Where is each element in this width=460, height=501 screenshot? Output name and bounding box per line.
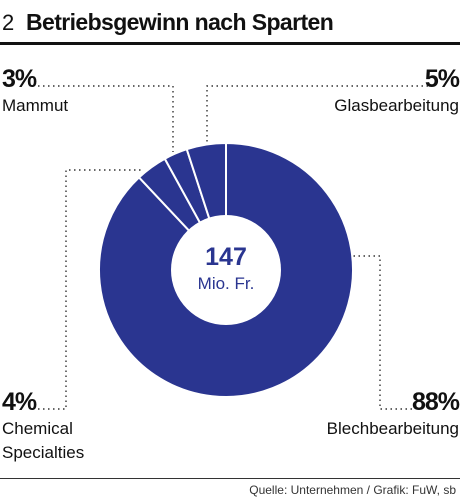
- donut-hole: [171, 215, 281, 325]
- leader-chemical-specialties: [38, 169, 142, 410]
- leader-glasbearbeitung: [206, 85, 428, 144]
- slice-blechbearbeitung: [98, 142, 354, 398]
- pct-glasbearbeitung: 5%: [425, 65, 460, 93]
- label-glasbearbeitung: Glasbearbeitung: [334, 96, 459, 115]
- pct-chemical-specialties: 4%: [2, 388, 37, 416]
- label-mammut: Mammut: [2, 96, 68, 115]
- source-note: Quelle: Unternehmen / Grafik: FuW, sb: [249, 483, 456, 497]
- leader-mammut: [38, 85, 174, 152]
- center-unit: Mio. Fr.: [198, 274, 255, 293]
- center-value: 147: [205, 243, 247, 271]
- label-chemical-specialties-line2: Specialties: [2, 443, 84, 462]
- label-blechbearbeitung: Blechbearbeitung: [327, 419, 459, 438]
- bottom-rule: [0, 478, 460, 479]
- chart-header: 2 Betriebsgewinn nach Sparten: [0, 6, 460, 38]
- pct-mammut: 3%: [2, 65, 37, 93]
- chart-number: 2: [2, 10, 15, 35]
- chart-title: Betriebsgewinn nach Sparten: [26, 9, 334, 35]
- pct-blechbearbeitung: 88%: [412, 388, 460, 416]
- label-chemical-specialties-line1: Chemical: [2, 419, 73, 438]
- top-rule: [0, 42, 460, 45]
- leader-blechbearbeitung: [350, 255, 412, 410]
